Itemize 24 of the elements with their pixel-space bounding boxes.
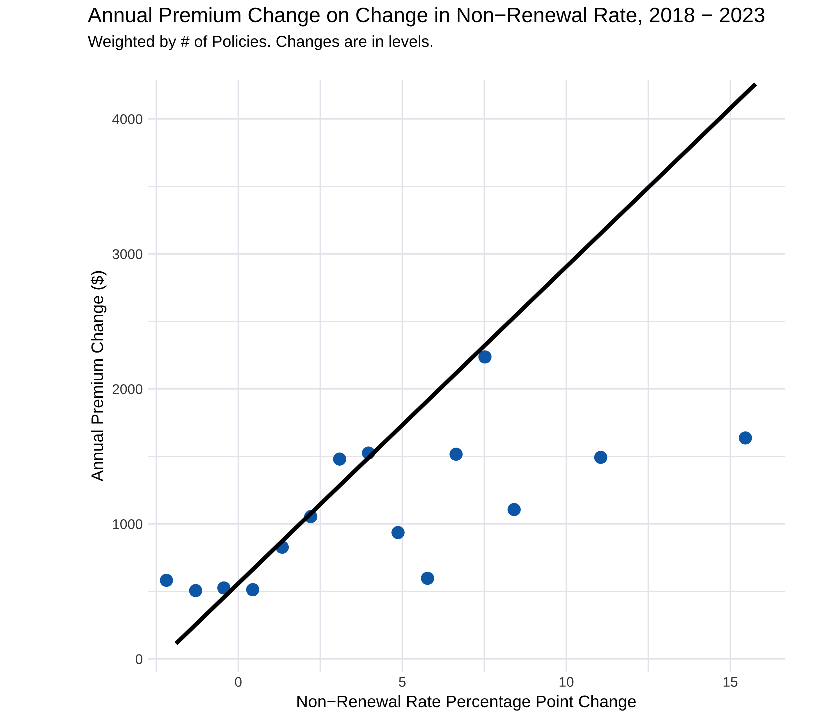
chart-title: Annual Premium Change on Change in Non−Renewal Rate, 2018 − 2023 (88, 7, 765, 27)
point (189, 584, 202, 598)
y-tick-label: 3000 (112, 249, 143, 260)
y-axis-title: Annual Premium Change ($) (90, 271, 107, 482)
point (478, 350, 492, 364)
x-axis-title: Non−Renewal Rate Percentage Point Change (298, 695, 636, 711)
x-tick-label: 15 (724, 677, 738, 688)
x-tick-label: 5 (399, 677, 406, 688)
y-tick-label: 2000 (112, 384, 143, 394)
point (160, 574, 174, 588)
point (739, 432, 752, 445)
x-tick-label: 10 (560, 677, 574, 688)
x-tick-label: 0 (235, 677, 242, 688)
y-tick-label: 0 (136, 654, 143, 664)
point (392, 526, 405, 540)
point (421, 572, 434, 586)
chart-subtitle: Weighted by # of Policies. Changes are in levels. (88, 36, 433, 50)
y-tick-label: 1000 (113, 520, 143, 530)
point (508, 503, 521, 516)
point (450, 448, 463, 462)
point (333, 452, 346, 466)
point (246, 583, 260, 597)
y-tick-label: 4000 (112, 114, 143, 124)
point (594, 451, 608, 464)
